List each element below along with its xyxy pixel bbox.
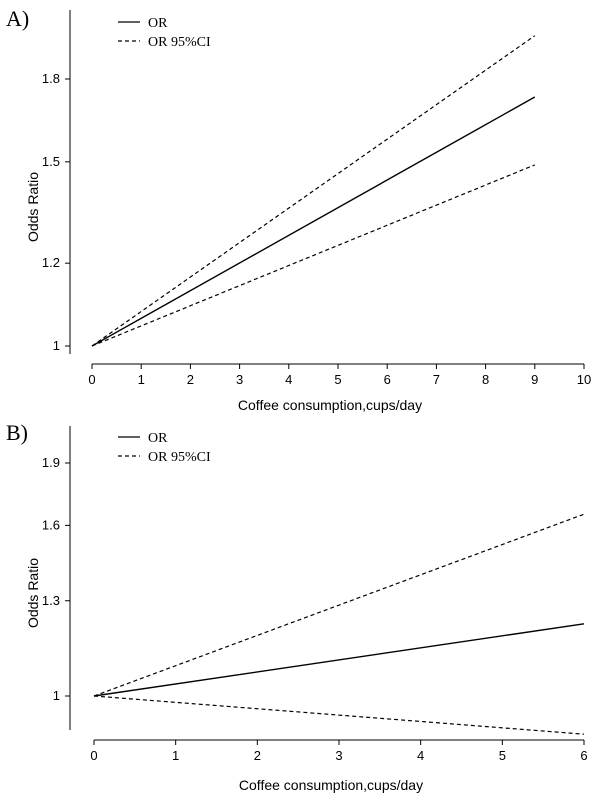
or-line	[91, 96, 536, 347]
x-tick-label: 0	[90, 748, 97, 763]
x-tick-label: 3	[236, 372, 243, 387]
x-tick-label: 6	[384, 372, 391, 387]
y-tick-label: 1	[53, 688, 60, 703]
y-axis-title: Odds Ratio	[25, 172, 41, 242]
x-tick-label: 9	[531, 372, 538, 387]
panel-b: B) 0 1 2 3 4 5 6 1 1.3 1.6 1.9 Coffee consumption,cu…	[6, 420, 588, 793]
x-tick-label: 1	[138, 372, 145, 387]
x-tick-label: 5	[334, 372, 341, 387]
x-tick-label: 5	[499, 748, 506, 763]
y-tick-label: 1.6	[42, 517, 60, 532]
x-axis-title: Coffee consumption,cups/day	[239, 777, 423, 793]
x-tick-label: 2	[187, 372, 194, 387]
ci-line-1	[93, 513, 585, 697]
y-tick-label: 1.8	[42, 71, 60, 86]
legend-label: OR 95%CI	[148, 35, 211, 50]
x-tick-label: 4	[417, 748, 424, 763]
y-tick-label: 1	[53, 338, 60, 353]
ci-line-2	[91, 164, 536, 347]
x-tick-label: 7	[433, 372, 440, 387]
x-tick-label: 0	[88, 372, 95, 387]
ci-line-2	[93, 695, 585, 735]
panel-label: A)	[6, 6, 29, 31]
x-tick-label: 4	[285, 372, 292, 387]
ci-line-1	[91, 35, 536, 347]
x-tick-label: 1	[172, 748, 179, 763]
y-tick-label: 1.2	[42, 255, 60, 270]
x-tick-label: 10	[577, 372, 591, 387]
y-tick-label: 1.3	[42, 593, 60, 608]
x-tick-label: 2	[254, 748, 261, 763]
x-tick-label: 3	[335, 748, 342, 763]
x-tick-label: 6	[580, 748, 587, 763]
y-axis-title: Odds Ratio	[25, 558, 41, 628]
panel-label: B)	[6, 420, 28, 445]
y-tick-label: 1.9	[42, 455, 60, 470]
panel-a: A) 0 1 2 3 4 5 6 7 8 9 10 1 1.2 1.5 1.8 Coffee consumpti…	[6, 6, 591, 413]
or-line	[93, 623, 585, 697]
x-tick-label: 8	[482, 372, 489, 387]
legend-label: OR	[148, 16, 168, 31]
legend-label: OR 95%CI	[148, 450, 211, 465]
x-axis-title: Coffee consumption,cups/day	[238, 397, 422, 413]
legend-label: OR	[148, 431, 168, 446]
y-tick-label: 1.5	[42, 154, 60, 169]
